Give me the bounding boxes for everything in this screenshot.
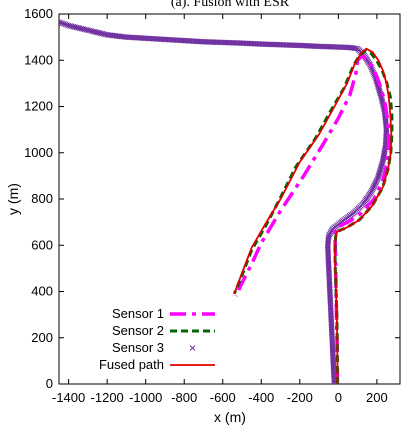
series-marker (373, 178, 380, 184)
legend-label-sensor-1: Sensor 1 (112, 306, 164, 321)
legend-sample-sensor-3 (189, 345, 196, 351)
x-axis-ticks: -1400 -1200 -1000 -800 -600 -400 -200 0 200 (52, 14, 388, 405)
y-tick-label: 400 (31, 284, 53, 299)
series-marker (368, 187, 375, 194)
series-marker (59, 20, 66, 27)
x-tick-label: -1000 (129, 390, 162, 405)
legend-label-fused-path: Fused path (99, 357, 164, 372)
series-marker (60, 20, 67, 27)
x-tick-label: -600 (210, 390, 236, 405)
series-marker (62, 21, 69, 28)
x-tick-label: -1200 (91, 390, 124, 405)
y-tick-label: 200 (31, 330, 53, 345)
y-tick-label: 1000 (24, 145, 53, 160)
plot-frame (58, 13, 401, 385)
series-layer (59, 19, 394, 384)
y-tick-label: 1200 (24, 99, 53, 114)
series-marker (374, 175, 381, 182)
legend-label-sensor-2: Sensor 2 (112, 323, 164, 338)
y-axis-ticks: 0 200 400 600 800 1000 1200 1400 1600 (24, 6, 400, 391)
series-marker (372, 179, 379, 186)
series-marker (59, 19, 64, 26)
series-marker (369, 66, 375, 73)
series-marker (353, 45, 359, 52)
y-tick-label: 600 (31, 237, 53, 252)
y-tick-label: 0 (46, 376, 53, 391)
series-marker (370, 183, 377, 190)
series-marker (371, 182, 378, 188)
series-marker (64, 22, 70, 28)
y-tick-label: 1600 (24, 6, 53, 21)
series-marker (59, 19, 62, 25)
x-tick-label: -200 (287, 390, 313, 405)
y-tick-label: 1400 (24, 52, 53, 67)
series-marker (374, 176, 381, 183)
series-fused-path-line (233, 47, 393, 384)
x-tick-label: 0 (335, 390, 342, 405)
x-tick-label: -800 (171, 390, 197, 405)
x-tick-label: 200 (366, 390, 388, 405)
x-tick-label: -400 (248, 390, 274, 405)
series-sensor-2-line (232, 49, 394, 384)
legend: Sensor 1 Sensor 2 Sensor 3 Fused path (99, 306, 215, 372)
y-tick-label: 800 (31, 191, 53, 206)
x-tick-label: -1400 (52, 390, 85, 405)
y-axis-label: y (m) (5, 183, 21, 215)
legend-label-sensor-3: Sensor 3 (112, 340, 164, 355)
series-marker (370, 185, 376, 191)
series-sensor-3 (59, 19, 390, 384)
series-marker (372, 180, 379, 187)
series-sensor-1-line (234, 53, 391, 384)
series-marker (369, 186, 376, 193)
chart-title: (a). Fusion with ESR (171, 0, 290, 10)
x-axis-label: x (m) (214, 409, 246, 425)
